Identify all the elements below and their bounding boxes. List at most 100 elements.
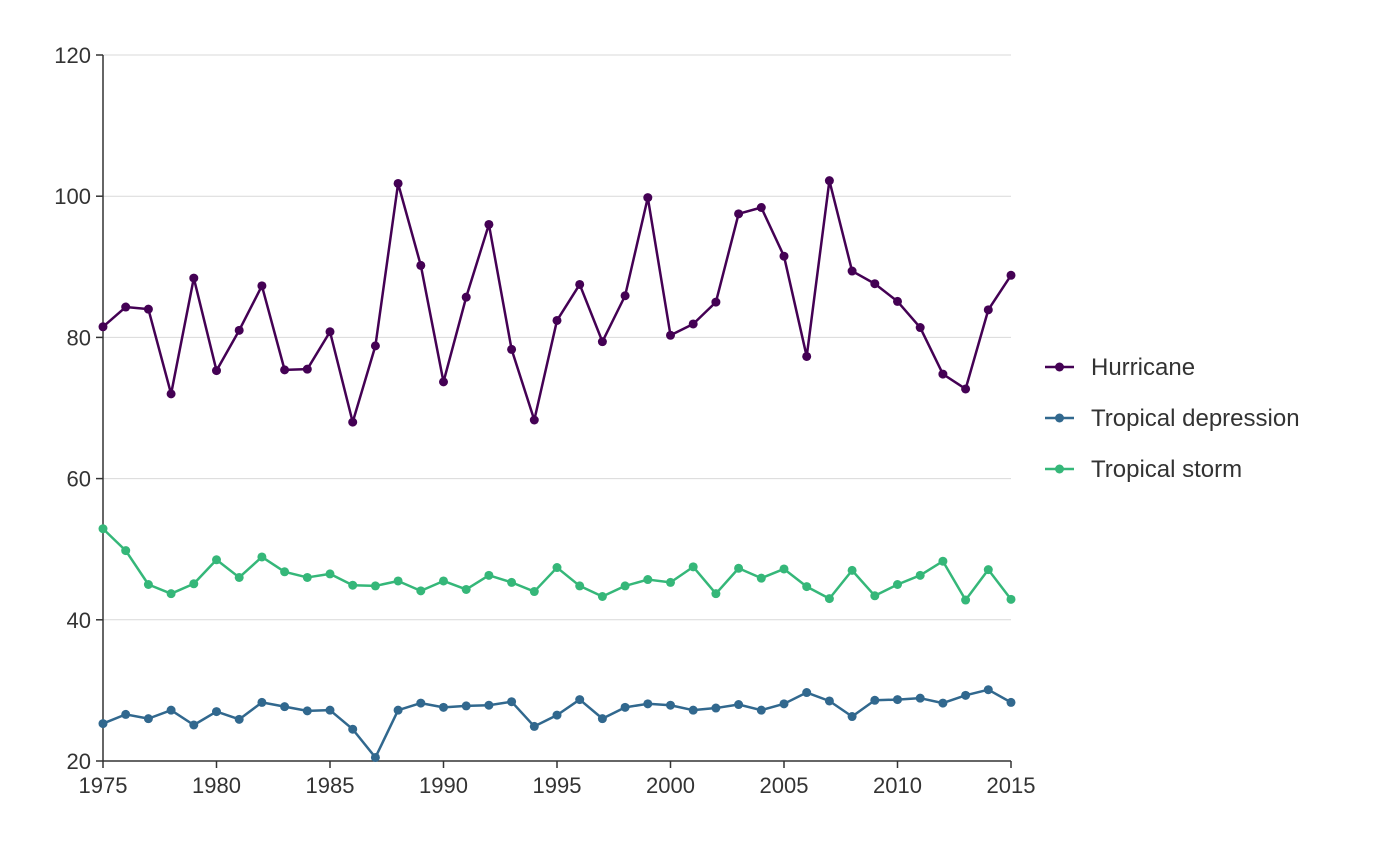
data-point — [439, 377, 448, 387]
data-point — [552, 563, 562, 573]
data-point — [143, 580, 153, 589]
data-point — [370, 581, 380, 591]
data-point — [234, 325, 244, 335]
y-tick-label: 40 — [67, 608, 91, 633]
legend-swatch-point — [1055, 362, 1064, 372]
data-point — [802, 351, 812, 361]
data-point — [461, 292, 471, 302]
data-point — [212, 555, 221, 565]
data-point — [325, 705, 335, 715]
data-point — [393, 705, 403, 715]
y-tick-label: 120 — [54, 43, 91, 68]
series-line — [102, 179, 1013, 424]
series-hurricane — [98, 176, 1016, 427]
data-point — [484, 700, 494, 710]
data-point — [280, 567, 290, 577]
data-point — [870, 591, 880, 601]
data-point — [393, 576, 403, 586]
data-point — [893, 296, 902, 306]
data-point — [257, 281, 267, 291]
data-point — [348, 417, 358, 427]
x-tick-label: 2010 — [873, 773, 922, 798]
x-tick-label: 1985 — [306, 773, 355, 798]
data-point — [121, 302, 131, 312]
data-point — [439, 702, 448, 712]
data-point — [711, 589, 721, 599]
x-tick-label: 2005 — [760, 773, 809, 798]
data-point — [302, 706, 312, 716]
legend-label: Tropical depression — [1091, 405, 1300, 432]
data-point — [416, 260, 426, 270]
data-point — [620, 581, 630, 591]
legend-label: Hurricane — [1091, 354, 1195, 381]
data-point — [484, 219, 494, 229]
data-point — [824, 594, 834, 604]
x-tick-label: 1995 — [533, 773, 582, 798]
data-point — [938, 369, 948, 379]
data-point — [983, 685, 993, 695]
data-point — [915, 570, 925, 580]
data-point — [734, 563, 744, 573]
data-point — [711, 297, 721, 307]
data-point — [779, 251, 789, 261]
x-tick-label: 1980 — [192, 773, 241, 798]
data-point — [507, 344, 517, 354]
data-point — [234, 572, 244, 582]
data-point — [756, 705, 766, 715]
x-tick-label: 2015 — [987, 773, 1036, 798]
data-point — [734, 209, 744, 219]
data-point — [597, 714, 607, 724]
data-point — [461, 584, 471, 594]
data-point — [98, 322, 108, 332]
data-point — [756, 573, 766, 583]
data-point — [575, 279, 585, 289]
data-point — [688, 705, 698, 715]
data-point — [1006, 594, 1016, 604]
data-point — [915, 323, 925, 333]
data-point — [507, 697, 517, 707]
data-point — [983, 305, 993, 315]
data-point — [302, 364, 312, 374]
legend-item: Tropical depression — [1045, 405, 1300, 432]
y-tick-label: 20 — [67, 749, 91, 774]
y-tick-label: 100 — [54, 184, 91, 209]
data-point — [688, 562, 698, 572]
data-point — [212, 707, 221, 717]
data-point — [325, 327, 335, 337]
data-point — [893, 580, 902, 589]
data-point — [643, 193, 653, 203]
data-point — [824, 176, 834, 186]
data-point — [325, 569, 335, 579]
data-point — [847, 565, 857, 575]
data-point — [779, 564, 789, 574]
data-point — [983, 565, 993, 575]
data-point — [961, 690, 971, 700]
data-point — [575, 695, 585, 705]
data-point — [416, 586, 426, 596]
data-point — [802, 688, 812, 698]
y-tick-label: 80 — [67, 325, 91, 350]
data-point — [597, 592, 607, 602]
legend: Hurricane Tropical depression Tropical sto… — [1045, 354, 1300, 483]
data-point — [370, 341, 380, 351]
data-point — [484, 570, 494, 580]
data-point — [439, 576, 448, 586]
data-point — [143, 714, 153, 724]
data-point — [529, 587, 539, 597]
data-point — [370, 752, 380, 762]
data-point — [756, 202, 766, 212]
x-tick-label: 1990 — [419, 773, 468, 798]
data-point — [280, 702, 290, 712]
gridlines — [103, 54, 1011, 621]
data-point — [643, 575, 653, 585]
data-point — [143, 304, 153, 314]
data-point — [552, 315, 562, 325]
data-point — [1006, 697, 1016, 707]
data-point — [870, 279, 880, 289]
x-tick-label: 2000 — [646, 773, 695, 798]
data-point — [552, 710, 562, 720]
legend-swatch-point — [1055, 413, 1064, 423]
data-point — [847, 266, 857, 276]
x-tick-label: 1975 — [79, 773, 128, 798]
data-point — [1006, 270, 1016, 280]
